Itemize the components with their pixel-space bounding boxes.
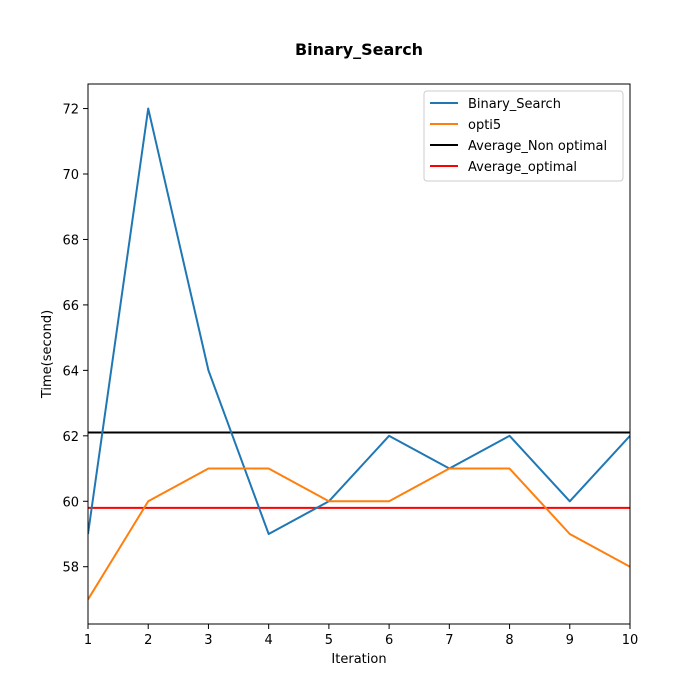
y-tick-label: 58 [62, 561, 79, 576]
axes: 1 2 3 4 5 6 7 8 9 10 58 60 62 64 66 68 70 72 [62, 83, 639, 648]
x-tick-label: 3 [204, 633, 212, 648]
series-line-opti5 [88, 467, 630, 600]
y-tick-label: 60 [62, 495, 79, 510]
y-tick-label: 68 [62, 233, 79, 248]
legend-label: Binary_Search [468, 97, 561, 112]
plot-series [88, 107, 630, 600]
legend-label: Average_Non optimal [468, 139, 607, 154]
x-tick-label: 8 [505, 633, 513, 648]
legend-box [423, 90, 624, 182]
y-tick-label: 64 [62, 364, 79, 379]
x-tick-label: 10 [622, 633, 639, 648]
x-tick-label: 7 [445, 633, 453, 648]
y-axis-label: Time(second) [40, 310, 55, 399]
x-tick-label: 6 [385, 633, 393, 648]
y-tick-label: 62 [62, 430, 79, 445]
y-tick-label: 70 [62, 168, 79, 183]
x-tick-label: 2 [144, 633, 152, 648]
x-tick-label: 9 [566, 633, 574, 648]
legend-label: Average_optimal [468, 160, 577, 175]
x-tick-label: 5 [325, 633, 333, 648]
legend-label: opti5 [468, 118, 501, 133]
plot-frame [87, 83, 631, 625]
chart-title: Binary_Search [295, 40, 423, 59]
legend: Binary_Search opti5 Average_Non optimal Ave… [423, 90, 624, 182]
y-tick-label: 72 [62, 103, 79, 118]
series-line-binary-search [88, 107, 630, 535]
x-tick-label: 4 [265, 633, 273, 648]
x-tick-label: 1 [84, 633, 92, 648]
x-axis-label: Iteration [331, 652, 386, 667]
y-tick-label: 66 [62, 299, 79, 314]
plot-area [88, 107, 630, 600]
